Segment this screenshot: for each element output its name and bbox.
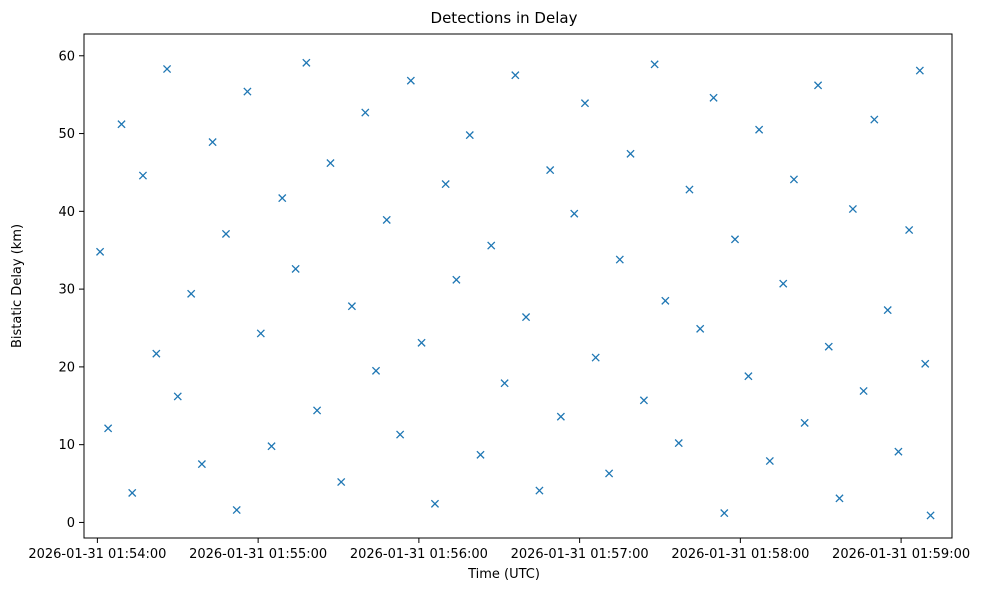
data-point [800,418,809,427]
data-point [709,93,718,102]
data-point [243,87,252,96]
y-tick-label: 10 [58,438,75,453]
data-point [104,424,113,433]
x-tick-label: 2026-01-31 01:56:00 [350,547,488,562]
data-point [152,349,161,358]
data-point [813,81,823,90]
data-point [674,439,683,448]
data-point [921,359,930,368]
data-point [556,412,565,421]
x-tick-label: 2026-01-31 01:58:00 [671,547,809,562]
data-point [278,194,287,203]
y-tick-label: 40 [58,205,75,220]
data-point [208,138,217,147]
data-point [96,247,105,256]
data-point [256,329,265,338]
y-axis-label: Bistatic Delay (km) [10,224,25,348]
data-point [744,372,753,381]
data-point [546,166,555,175]
data-point [650,60,659,69]
data-point [302,58,311,67]
data-point [197,460,206,469]
data-point [894,447,903,456]
data-point [591,353,600,362]
data-point [487,241,496,250]
data-point [452,275,461,284]
data-point [511,71,520,80]
data-point [859,386,868,396]
y-axis: 0 10 20 30 40 50 60 [58,49,84,531]
x-tick-label: 2026-01-31 01:55:00 [189,547,327,562]
data-point [417,338,426,347]
data-point [187,289,196,298]
data-point [521,313,531,322]
data-point [361,108,370,117]
x-axis: 2026-01-31 01:54:00 2026-01-31 01:55:00 20… [28,538,970,562]
data-point [765,456,774,466]
y-tick-label: 0 [67,516,75,531]
data-point [755,125,764,134]
data-point [779,279,788,288]
x-axis-label: Time (UTC) [467,567,540,582]
axes-frame [83,33,953,539]
data-point [406,76,415,85]
data-point [138,171,147,180]
data-point [128,488,137,497]
x-tick-label: 2026-01-31 01:57:00 [511,547,649,562]
data-point [347,302,356,311]
data-point [441,180,450,189]
data-point [639,396,648,405]
data-point [267,442,276,451]
data-point [221,229,231,238]
data-point [626,149,635,158]
data-point [580,99,590,108]
data-point [313,406,322,415]
data-point [720,509,729,518]
data-point [535,486,544,495]
data-point [905,225,914,235]
data-point [730,235,740,244]
data-point [915,66,924,75]
data-point [605,469,614,478]
data-point [685,185,694,194]
data-point [173,392,182,401]
x-tick-label: 2026-01-31 01:59:00 [832,547,970,562]
data-point [661,296,670,305]
data-point [162,64,172,74]
data-point [500,379,509,388]
data-point [117,120,126,129]
data-point [326,159,335,168]
data-point [835,494,844,503]
data-point [615,255,624,264]
data-point [870,115,879,124]
data-point [476,450,485,459]
data-point [848,204,857,214]
chart-title: Detections in Delay [431,9,578,27]
data-point [382,215,391,224]
data-point [926,511,935,520]
data-point [371,366,381,375]
data-point [696,324,705,333]
data-point [883,306,892,315]
data-point [570,209,579,218]
y-tick-label: 20 [58,360,75,375]
data-point [824,342,833,351]
data-point [430,499,440,508]
data-point [396,430,405,439]
data-point [232,505,241,515]
y-tick-label: 50 [58,127,75,142]
data-point [337,477,346,487]
data-point [465,131,474,140]
plot-area [96,58,935,520]
x-tick-label: 2026-01-31 01:54:00 [28,547,166,562]
y-tick-label: 30 [58,283,75,298]
data-point [789,175,798,184]
y-tick-label: 60 [58,49,75,64]
data-point [291,264,300,273]
